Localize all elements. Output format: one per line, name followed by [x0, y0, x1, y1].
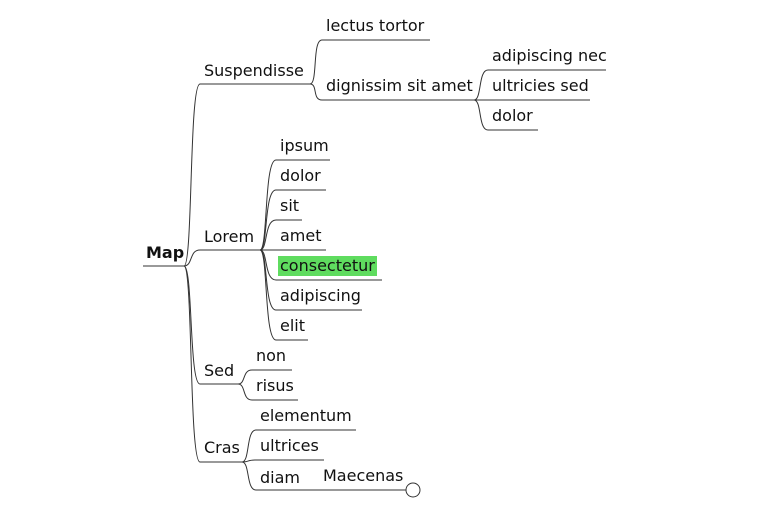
edge-lorem-dolor	[259, 189, 277, 251]
node-elit[interactable]: elit	[280, 316, 306, 335]
node-diam[interactable]: diam	[260, 468, 300, 487]
node-ultrices[interactable]: ultrices	[260, 436, 319, 455]
edge-cras-diam	[241, 461, 257, 491]
node-dignissim-sit-amet[interactable]: dignissim sit amet	[326, 76, 473, 95]
edge-dignissim-adipiscing-nec	[473, 69, 489, 101]
edge-lorem-elit	[259, 249, 277, 341]
node-amet[interactable]: amet	[280, 226, 322, 245]
edge-cras-elementum	[241, 429, 257, 463]
node-consectetur-selected[interactable]: consectetur	[278, 256, 377, 276]
node-non[interactable]: non	[256, 346, 287, 365]
node-risus[interactable]: risus	[256, 376, 294, 395]
node-ipsum[interactable]: ipsum	[280, 136, 329, 155]
node-dolor-lorem[interactable]: dolor	[280, 166, 321, 185]
node-maecenas[interactable]: Maecenas	[323, 466, 404, 485]
node-sit[interactable]: sit	[280, 196, 300, 215]
edge-root-cras	[183, 265, 201, 463]
branch-sed[interactable]: Sed	[204, 361, 235, 380]
collapse-toggle-icon[interactable]	[405, 482, 421, 498]
edge-dignissim-dolor	[473, 99, 489, 131]
branch-cras[interactable]: Cras	[204, 438, 240, 457]
node-dolor-suspendisse[interactable]: dolor	[492, 106, 533, 125]
node-elementum[interactable]: elementum	[260, 406, 352, 425]
edge-sed-risus	[237, 383, 253, 401]
edge-root-suspendisse	[183, 83, 201, 267]
edge-root-sed	[183, 265, 201, 385]
branch-suspendisse[interactable]: Suspendisse	[204, 61, 304, 80]
edge-root-lorem	[183, 249, 201, 267]
node-adipiscing-nec[interactable]: adipiscing nec	[492, 46, 607, 65]
edge-sed-non	[237, 369, 253, 385]
root-node[interactable]: Map	[146, 243, 185, 262]
node-lectus-tortor[interactable]: lectus tortor	[326, 16, 425, 35]
edge-suspendisse-lectus	[309, 39, 323, 85]
node-ultricies-sed[interactable]: ultricies sed	[492, 76, 589, 95]
branch-lorem[interactable]: Lorem	[204, 227, 255, 246]
node-adipiscing[interactable]: adipiscing	[280, 286, 361, 305]
edge-suspendisse-dignissim	[309, 83, 323, 101]
edge-lorem-sit	[259, 219, 277, 251]
